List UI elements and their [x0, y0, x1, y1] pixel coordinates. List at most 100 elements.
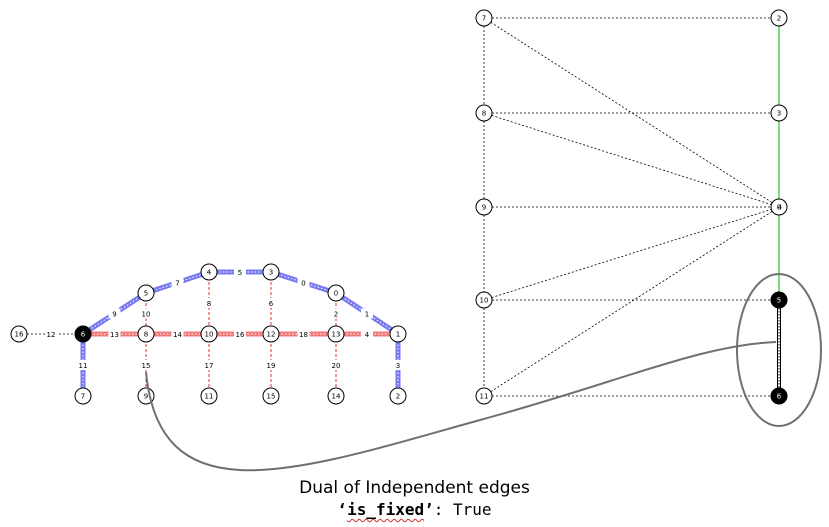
left-edge-label-17-bg: [203, 360, 215, 370]
left-node-7-label: 7: [81, 393, 85, 401]
left-edge-label-0-bg: [297, 277, 310, 288]
left-node-14-label: 14: [332, 393, 341, 401]
left-edge-label-5: 5: [238, 269, 242, 277]
right-fan-edge-8: [483, 112, 780, 208]
right-node-5: 5: [770, 291, 788, 309]
left-edge-label-8: 8: [207, 300, 211, 308]
left-edge-label-19: 19: [267, 362, 276, 370]
caption-separator: :: [433, 500, 454, 519]
right-fan-edge-10: [483, 206, 780, 301]
left-node-2: 2: [389, 387, 407, 405]
right-node-3-label: 3: [777, 110, 781, 118]
left-edge-label-3-bg: [392, 360, 404, 370]
right-node-11: 11: [475, 387, 493, 405]
left-node-8: 8: [137, 325, 155, 343]
left-edge-label-6: 6: [269, 300, 274, 308]
left-edge-label-16-bg: [234, 329, 246, 339]
left-node-10: 10: [200, 325, 218, 343]
highlight-ellipse: [736, 273, 822, 427]
left-node-3: 3: [262, 263, 280, 281]
left-node-9-label: 9: [144, 393, 148, 401]
left-node-12-label: 12: [267, 331, 276, 339]
right-node-5-label: 5: [777, 297, 781, 305]
caption-title: Dual of Independent edges: [299, 478, 530, 498]
left-edge-label-13: 13: [110, 331, 119, 339]
caption-key-open-quote: ‘: [337, 500, 348, 519]
right-node-2-label: 2: [777, 15, 781, 23]
left-edge-label-20-bg: [330, 360, 342, 370]
left-edge-label-10-bg: [140, 308, 152, 319]
right-fixed-edge: [777, 308, 781, 388]
left-edge-label-19-bg: [265, 360, 277, 370]
left-edge-label-7: 7: [175, 280, 179, 288]
right-node-11-label: 11: [480, 393, 489, 401]
right-fan-edge-7: [483, 17, 780, 208]
left-edge-label-1-bg: [361, 308, 373, 319]
left-edge-label-14-bg: [171, 329, 184, 339]
left-node-6-label: 6: [81, 331, 86, 339]
left-edge-label-12-bg: [45, 329, 57, 339]
caption-value: True: [453, 500, 492, 519]
left-node-5: 5: [137, 284, 155, 302]
left-edge-label-18: 18: [299, 331, 308, 339]
left-node-15-label: 15: [267, 393, 276, 401]
right-node-6-label: 6: [777, 393, 782, 401]
left-node-15: 15: [262, 387, 280, 405]
left-node-1: 1: [389, 325, 407, 343]
caption-key: is_fixed: [347, 500, 425, 519]
right-node-9-label: 9: [482, 204, 486, 212]
left-node-1-label: 1: [396, 331, 400, 339]
left-edge-label-14: 14: [173, 331, 182, 339]
left-edge-label-18-bg: [297, 329, 310, 339]
left-node-10-label: 10: [205, 331, 214, 339]
left-edge-label-8-bg: [203, 298, 215, 308]
left-edge-label-6-bg: [265, 298, 277, 308]
connector-curve: [145, 341, 777, 472]
left-node-4-label: 4: [207, 269, 212, 277]
right-node-10: 10: [475, 291, 493, 309]
left-node-16: 16: [10, 325, 28, 343]
left-node-11: 11: [200, 387, 218, 405]
right-node-7-label: 7: [482, 15, 486, 23]
right-fan-edge-11: [483, 206, 780, 397]
right-node-0-label: 0: [777, 204, 781, 212]
left-node-7: 7: [74, 387, 92, 405]
left-edge-label-20: 20: [332, 362, 341, 370]
right-node-0: 0: [770, 198, 788, 216]
right-node-7: 7: [475, 9, 493, 27]
caption-property: ‘is_fixed’: True: [0, 500, 829, 519]
left-edge-label-12: 12: [47, 331, 56, 339]
left-edge-label-2-bg: [330, 308, 342, 319]
left-node-5-label: 5: [144, 290, 148, 298]
right-node-overlay-label: 4: [778, 204, 783, 212]
left-node-12: 12: [262, 325, 280, 343]
left-edge-label-4-bg: [361, 329, 373, 339]
right-node-6: 6: [770, 387, 788, 405]
left-edge-label-9: 9: [112, 311, 116, 319]
left-edge-label-5-bg: [234, 267, 246, 277]
left-edge-label-9-bg: [108, 308, 121, 319]
left-edge-label-11-bg: [77, 360, 89, 370]
right-node-3: 3: [770, 104, 788, 122]
left-edge-label-2: 2: [334, 311, 338, 319]
left-node-16-label: 16: [15, 331, 24, 339]
left-edge-label-1: 1: [365, 311, 369, 319]
left-node-14: 14: [327, 387, 345, 405]
caption-key-close-quote: ’: [424, 500, 434, 519]
left-edge-label-10: 10: [142, 311, 151, 319]
left-node-13-label: 13: [332, 331, 341, 339]
left-node-6: 6: [74, 325, 92, 343]
left-edge-label-15: 15: [142, 362, 151, 370]
left-edge-label-16: 16: [236, 331, 245, 339]
annotation-layer: [145, 273, 822, 472]
left-node-2-label: 2: [396, 393, 400, 401]
left-node-11-label: 11: [205, 393, 214, 401]
left-edge-label-7-bg: [171, 277, 184, 288]
left-node-13: 13: [327, 325, 345, 343]
right-node-10-label: 10: [480, 297, 489, 305]
left-edge-label-0: 0: [301, 280, 305, 288]
left-node-0: 0: [327, 284, 345, 302]
